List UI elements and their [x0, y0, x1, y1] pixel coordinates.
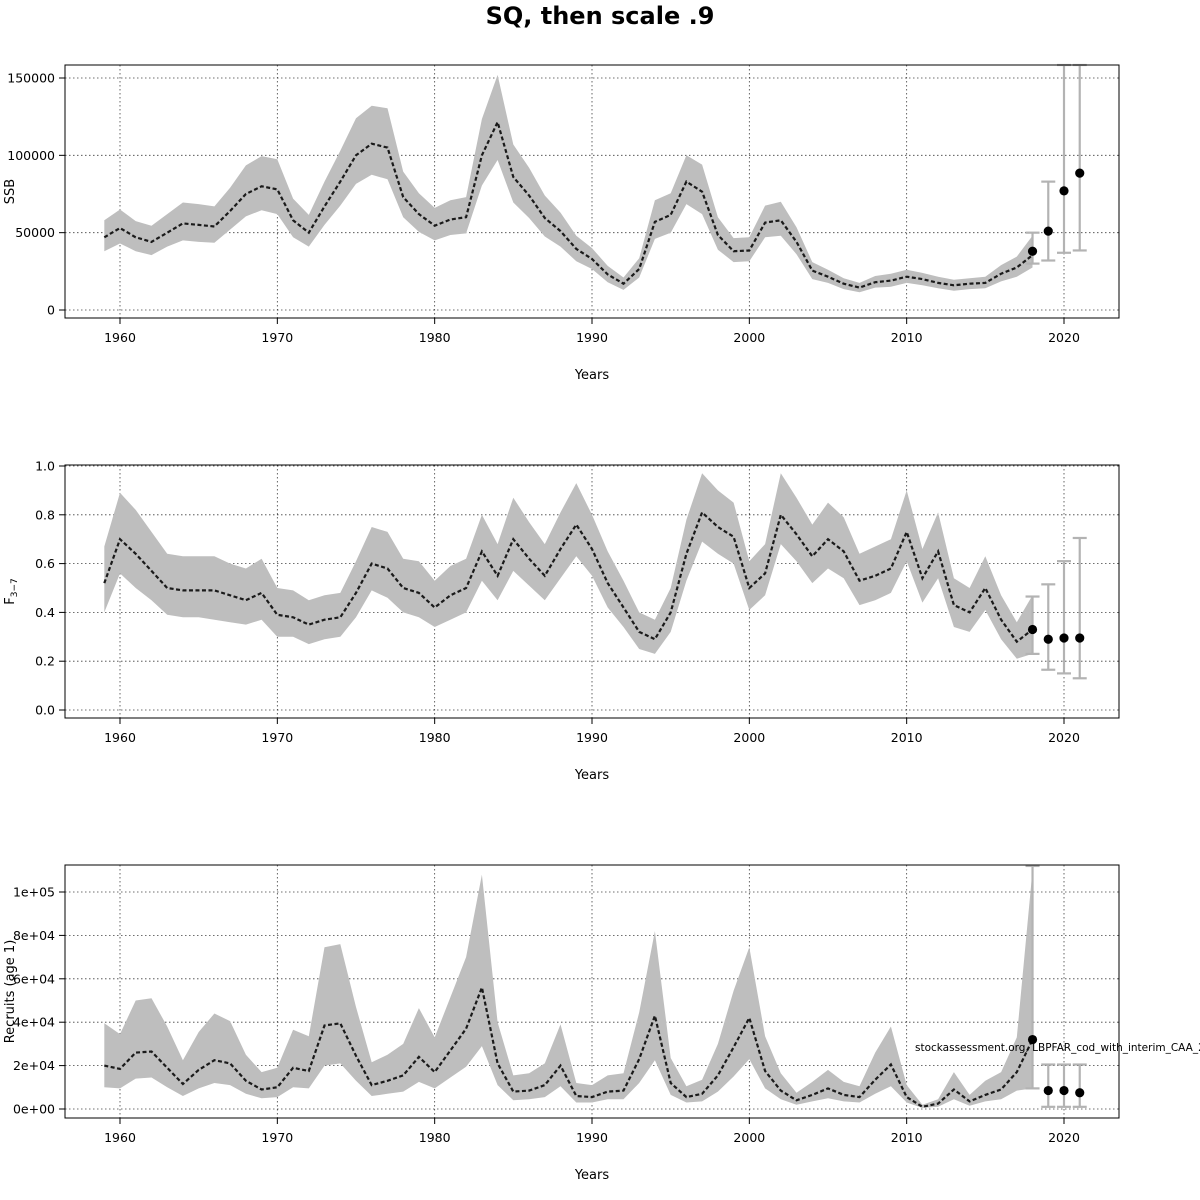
forecast-point [1075, 633, 1085, 643]
y-axis-label: SSB [3, 179, 18, 204]
x-tick-label: 1980 [419, 1130, 451, 1145]
x-tick-label: 2020 [1048, 330, 1080, 345]
x-tick-label: 1960 [104, 1130, 136, 1145]
y-axis-label-subscript: 3−7 [10, 578, 20, 597]
y-tick-label: 4e+04 [13, 1015, 55, 1030]
y-tick-label: 2e+04 [13, 1058, 55, 1073]
x-axis-label: Years [574, 1168, 610, 1183]
y-tick-label: 150000 [7, 71, 55, 86]
confidence-band [104, 473, 1033, 659]
forecast-point [1027, 1034, 1038, 1045]
x-tick-label: 2020 [1048, 1130, 1080, 1145]
page-title: SQ, then scale .9 [486, 2, 715, 30]
x-tick-label: 2000 [733, 730, 765, 745]
y-tick-label: 1.0 [35, 459, 55, 474]
x-tick-label: 2000 [733, 330, 765, 345]
y-tick-label: 50000 [15, 225, 55, 240]
x-tick-label: 1990 [576, 1130, 608, 1145]
forecast-point [1043, 634, 1053, 644]
forecast-point [1075, 168, 1085, 178]
x-axis-label: Years [574, 768, 610, 783]
x-tick-label: 1970 [261, 730, 293, 745]
y-tick-label: 0.8 [35, 507, 55, 522]
y-tick-label: 0.2 [35, 654, 55, 669]
estimate-line [104, 983, 1034, 1108]
x-tick-label: 1970 [261, 1130, 293, 1145]
forecast-point [1027, 624, 1038, 635]
estimate-line [103, 510, 1034, 644]
forecast-point [1043, 1085, 1053, 1096]
x-tick-label: 2010 [891, 1130, 923, 1145]
recruits-panel: 1960 1970 1980 1990 2000 2010 2020 0e+00 2e+04 4e… [3, 864, 1120, 1183]
y-tick-label: 100000 [7, 148, 55, 163]
y-tick-label: 0 [47, 303, 55, 318]
y-axis-label-main: F [3, 597, 18, 604]
y-axis-label: Recruits (age 1) [3, 940, 18, 1044]
forecast-point [1075, 1088, 1085, 1098]
ssb-panel: 1960 1970 1980 1990 2000 2010 2020 0 50000 100000… [3, 63, 1120, 383]
forecast-point [1043, 226, 1053, 236]
y-tick-label: 1e+05 [13, 885, 55, 900]
confidence-band [104, 74, 1033, 293]
forecast-point [1027, 246, 1038, 256]
y-tick-label: 0.4 [35, 605, 55, 620]
y-tick-label: 0.6 [35, 556, 55, 571]
y-tick-label: 8e+04 [13, 928, 55, 943]
x-tick-label: 1970 [261, 330, 293, 345]
x-tick-label: 2010 [891, 330, 923, 345]
x-tick-label: 1990 [576, 330, 608, 345]
forecast-point [1059, 1085, 1069, 1096]
x-tick-label: 1960 [104, 330, 136, 345]
x-tick-label: 1960 [104, 730, 136, 745]
x-tick-label: 1990 [576, 730, 608, 745]
x-tick-label: 1980 [419, 730, 451, 745]
x-tick-label: 2000 [733, 1130, 765, 1145]
y-tick-label: 0.0 [35, 703, 55, 718]
fishing-mortality-panel: 1960 1970 1980 1990 2000 2010 2020 0.0 0.2 0.4 0.6… [3, 459, 1120, 783]
forecast-point [1059, 633, 1069, 643]
x-axis-label: Years [574, 368, 610, 383]
y-axis-label: F3−7 [3, 578, 20, 604]
confidence-band [104, 870, 1033, 1108]
y-tick-label: 6e+04 [13, 971, 55, 986]
x-tick-label: 2020 [1048, 730, 1080, 745]
source-note: stockassessment.org, LBPFAR_cod_with_int… [915, 1042, 1200, 1054]
y-tick-label: 0e+00 [13, 1102, 55, 1117]
x-tick-label: 2010 [891, 730, 923, 745]
x-tick-label: 1980 [419, 330, 451, 345]
forecast-point [1059, 186, 1069, 196]
estimate-line [103, 118, 1034, 289]
